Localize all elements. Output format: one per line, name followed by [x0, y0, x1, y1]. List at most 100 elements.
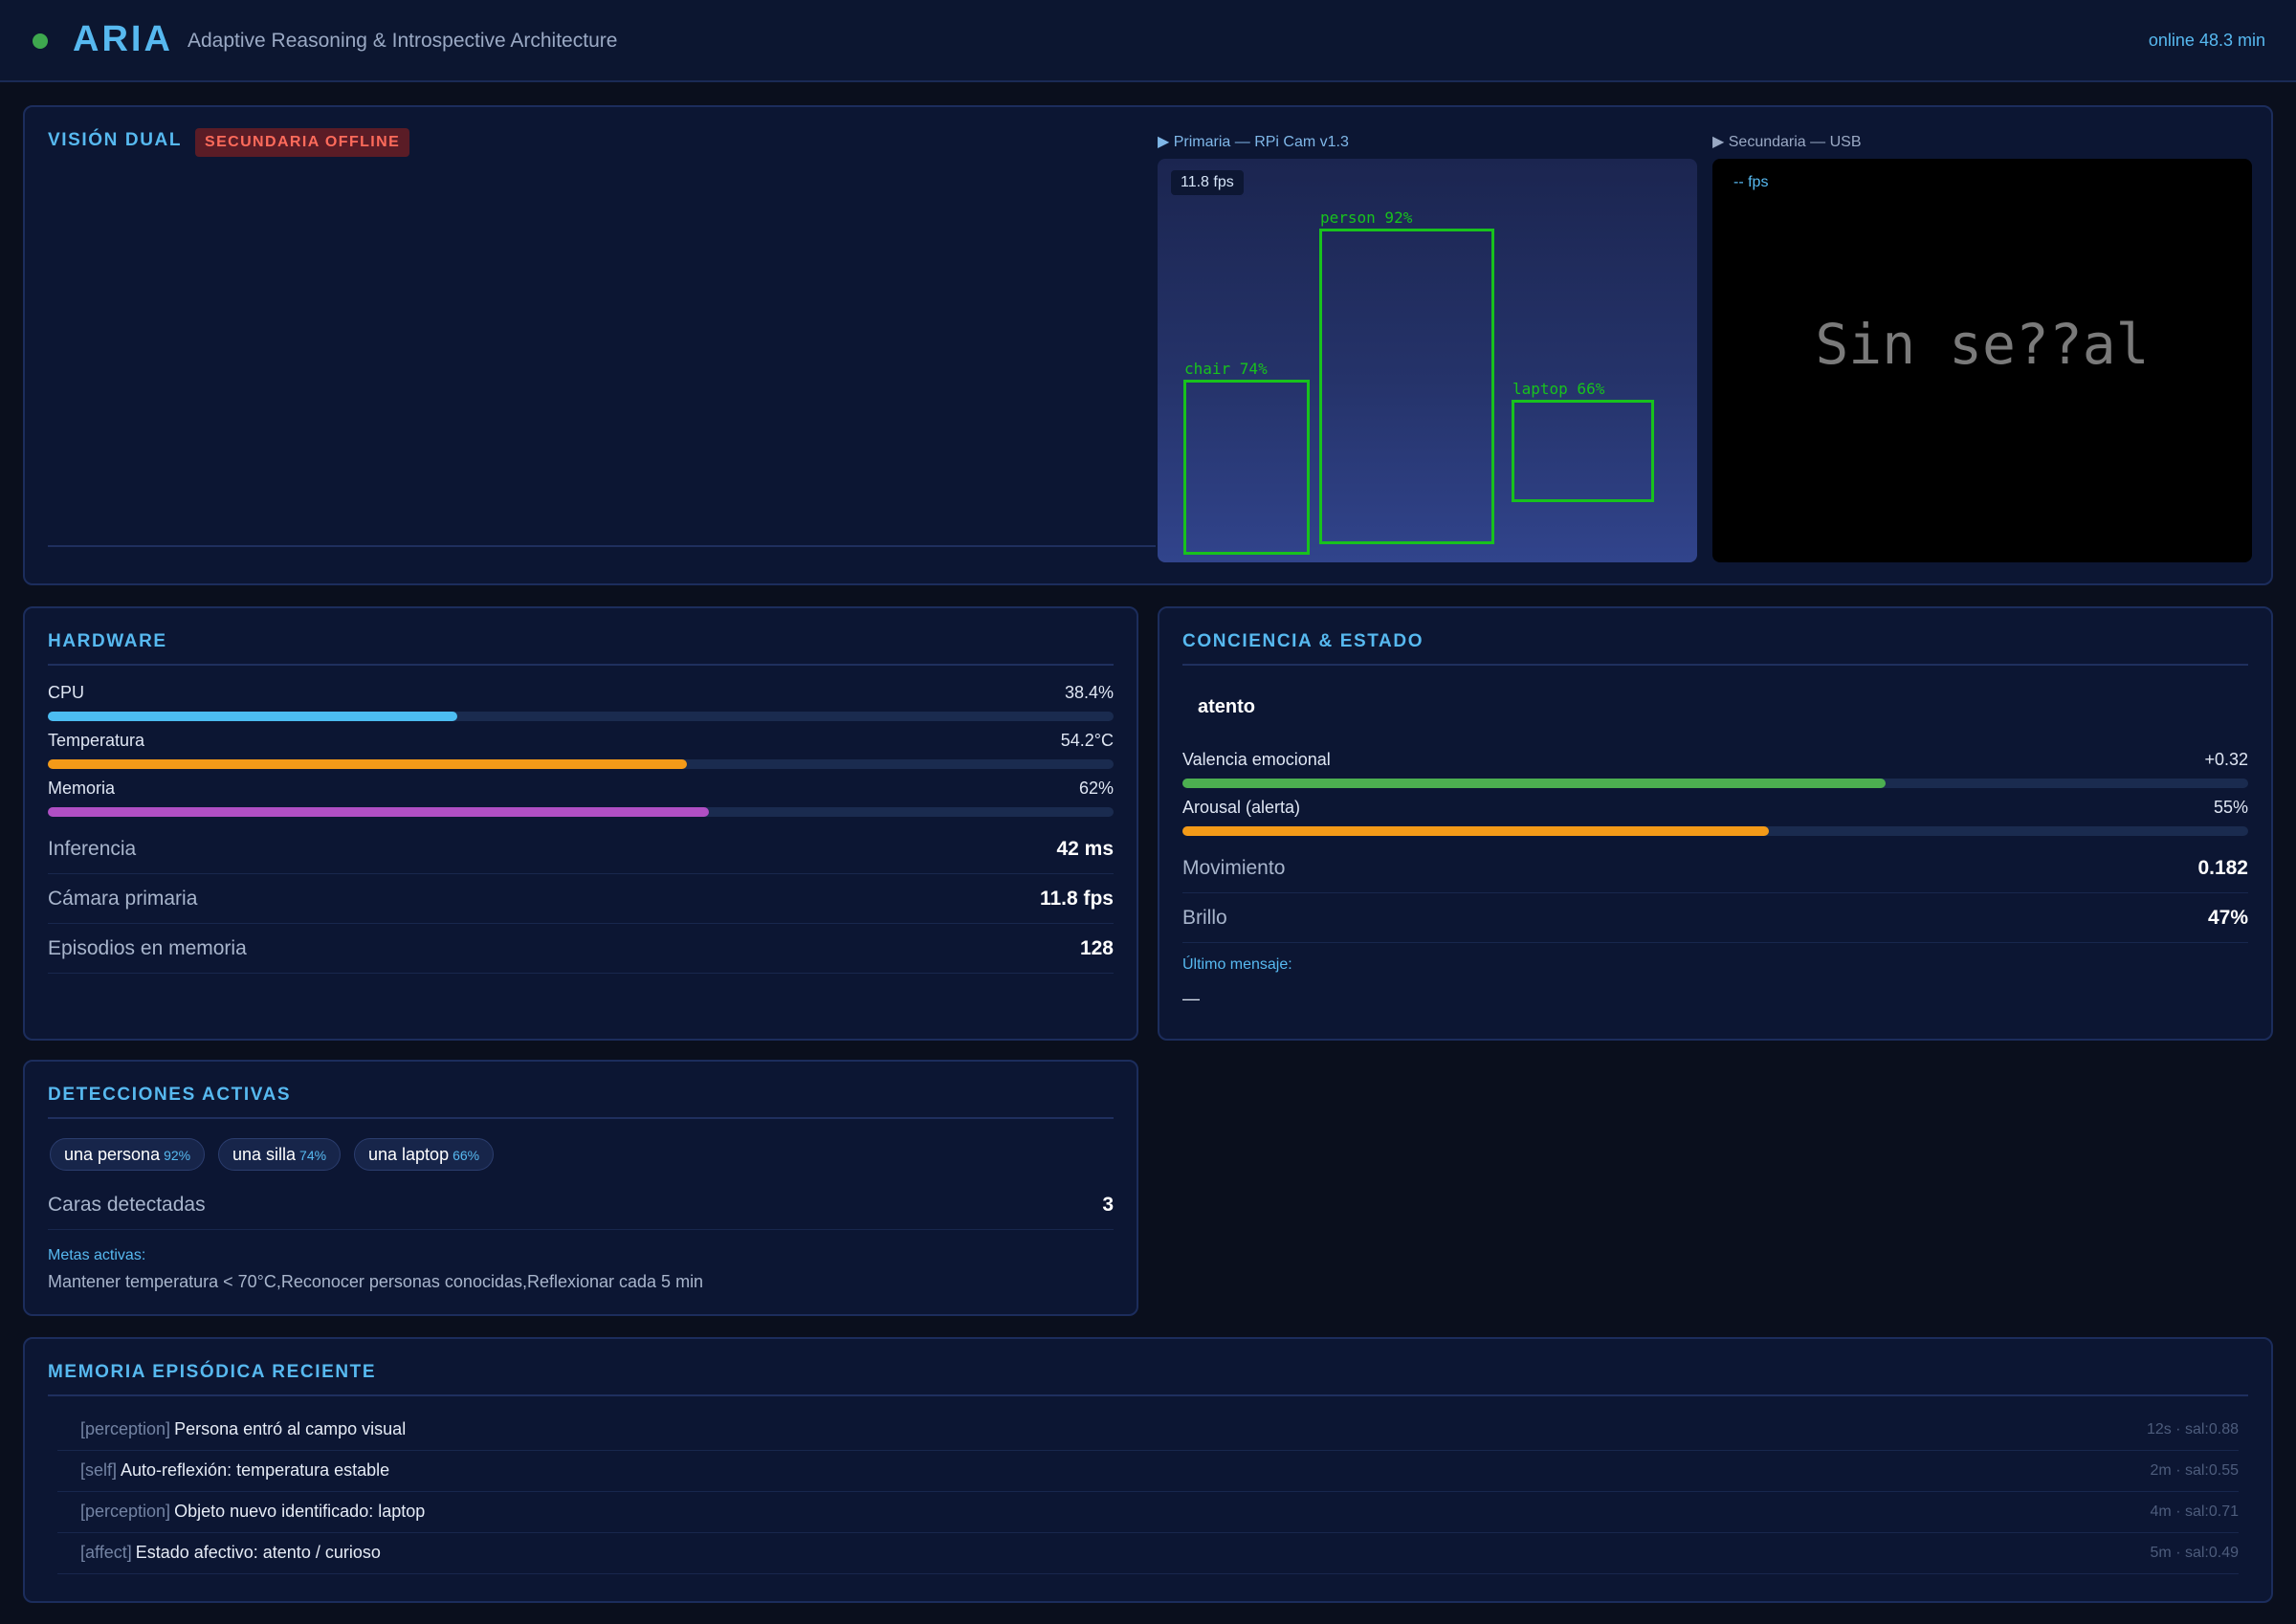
last-message-label: Último mensaje: — [1182, 956, 1292, 973]
memory-entry-content: [perception] Objeto nuevo identificado: l… — [80, 1502, 1952, 1522]
memory-text: Estado afectivo: atento / curioso — [135, 1543, 381, 1562]
brightness-value: 47% — [2207, 907, 2248, 929]
temperature-track — [48, 759, 1114, 769]
consciousness-panel: CONCIENCIA & ESTADO atento Valencia emoc… — [1158, 606, 2273, 1041]
memory-entry-content: [affect] Estado afectivo: atento / curios… — [80, 1543, 1952, 1563]
memory-fill — [48, 807, 709, 817]
consciousness-title: CONCIENCIA & ESTADO — [1182, 631, 1424, 651]
faces-label: Caras detectadas — [48, 1194, 206, 1216]
primary-fps-badge: 11.8 fps — [1171, 170, 1244, 195]
chip-name: una silla — [232, 1145, 297, 1164]
brightness-label: Brillo — [1182, 907, 1227, 929]
consciousness-divider — [1182, 664, 2248, 666]
consciousness-state: atento — [1198, 696, 1255, 717]
detections-title: DETECCIONES ACTIVAS — [48, 1085, 292, 1105]
cpu-fill — [48, 712, 457, 721]
detection-box-chair — [1183, 380, 1310, 555]
chip-pct: 66% — [453, 1148, 480, 1163]
memory-divider — [48, 1394, 2248, 1396]
stat-inference: Inferencia 42 ms — [48, 828, 1114, 874]
cpu-track — [48, 712, 1114, 721]
memory-entry: [perception] Objeto nuevo identificado: l… — [57, 1492, 2239, 1533]
memory-meta: 5m · sal:0.49 — [2150, 1545, 2239, 1561]
hardware-title: HARDWARE — [48, 631, 167, 651]
inference-value: 42 ms — [1056, 838, 1114, 860]
memory-bar: Memoria 62% — [48, 779, 1114, 821]
valence-fill — [1182, 779, 1887, 788]
memory-meta: 12s · sal:0.88 — [2146, 1421, 2239, 1437]
valence-track — [1182, 779, 2248, 788]
temperature-label: Temperatura — [48, 731, 145, 750]
arousal-track — [1182, 826, 2248, 836]
detections-divider — [48, 1117, 1114, 1119]
valence-bar: Valencia emocional +0.32 — [1182, 750, 2248, 792]
memory-entry-content: [self] Auto-reflexión: temperatura establ… — [80, 1460, 1952, 1481]
goals-text: Mantener temperatura < 70°C,Reconocer pe… — [48, 1272, 704, 1291]
memory-panel: MEMORIA EPISÓDICA RECIENTE [perception] P… — [23, 1337, 2273, 1603]
detection-label-laptop: laptop 66% — [1512, 380, 1605, 398]
detection-chip-person: una persona 92% — [50, 1138, 206, 1171]
memory-meta: 2m · sal:0.55 — [2150, 1462, 2239, 1479]
memory-meta: 4m · sal:0.71 — [2150, 1503, 2239, 1520]
detection-label-person: person 92% — [1320, 208, 1413, 227]
secondary-camera-label: ▶ Secundaria — USB — [1712, 134, 1862, 150]
memory-title: MEMORIA EPISÓDICA RECIENTE — [48, 1362, 377, 1382]
memory-tag: [self] — [80, 1460, 118, 1480]
secondary-offline-badge: SECUNDARIA OFFLINE — [195, 128, 410, 157]
detection-label-chair: chair 74% — [1184, 360, 1268, 378]
primary-camera-stat-label: Cámara primaria — [48, 888, 198, 910]
arousal-value: 55% — [2213, 798, 2248, 817]
memory-tag: [perception] — [80, 1502, 171, 1521]
primary-camera-feed[interactable]: 11.8 fps person 92% chair 74% laptop 66% — [1158, 159, 1697, 562]
chip-pct: 92% — [164, 1148, 191, 1163]
detection-box-person — [1319, 229, 1494, 544]
stat-primary-camera: Cámara primaria 11.8 fps — [48, 878, 1114, 924]
memory-tag: [affect] — [80, 1543, 132, 1562]
stat-brightness: Brillo 47% — [1182, 897, 2248, 943]
faces-value: 3 — [1102, 1194, 1114, 1216]
memory-track — [48, 807, 1114, 817]
arousal-bar: Arousal (alerta) 55% — [1182, 798, 2248, 840]
temperature-value: 54.2°C — [1060, 731, 1114, 750]
movement-label: Movimiento — [1182, 857, 1286, 879]
memory-text: Objeto nuevo identificado: laptop — [174, 1502, 426, 1521]
memory-tag: [perception] — [80, 1419, 171, 1438]
top-bar: ARIA Adaptive Reasoning & Introspective … — [0, 0, 2296, 82]
hardware-divider — [48, 664, 1114, 666]
goals-label: Metas activas: — [48, 1247, 146, 1263]
temperature-fill — [48, 759, 688, 769]
arousal-fill — [1182, 826, 1769, 836]
secondary-fps-label: -- fps — [1733, 174, 1769, 190]
episodes-value: 128 — [1079, 937, 1114, 959]
arousal-label: Arousal (alerta) — [1182, 798, 1301, 817]
chip-pct: 74% — [299, 1148, 327, 1163]
primary-camera-label: ▶ Primaria — RPi Cam v1.3 — [1158, 134, 1349, 150]
vision-title: VISIÓN DUAL — [48, 130, 183, 150]
memory-entry: [self] Auto-reflexión: temperatura establ… — [57, 1451, 2239, 1492]
memory-value: 62% — [1078, 779, 1114, 798]
stat-movement: Movimiento 0.182 — [1182, 847, 2248, 893]
stat-faces: Caras detectadas 3 — [48, 1184, 1114, 1230]
status-indicator — [33, 33, 48, 49]
detections-panel: DETECCIONES ACTIVAS una persona 92% una s… — [23, 1060, 1138, 1316]
memory-entry: [perception] Persona entró al campo visua… — [57, 1410, 2239, 1451]
detection-chip-chair: una silla 74% — [218, 1138, 342, 1171]
chip-name: una persona — [64, 1145, 161, 1164]
cpu-value: 38.4% — [1064, 683, 1114, 702]
cpu-bar: CPU 38.4% — [48, 683, 1114, 725]
stat-episodes: Episodios en memoria 128 — [48, 928, 1114, 974]
detection-box-laptop — [1512, 400, 1654, 502]
no-signal-text: Sin se??al — [1815, 312, 2150, 377]
memory-text: Persona entró al campo visual — [174, 1419, 407, 1438]
memory-label: Memoria — [48, 779, 116, 798]
last-message-text: — — [1182, 989, 1200, 1008]
detection-chip-laptop: una laptop 66% — [354, 1138, 495, 1171]
uptime-status: online 48.3 min — [2148, 31, 2265, 50]
movement-value: 0.182 — [2197, 857, 2248, 879]
cpu-label: CPU — [48, 683, 85, 702]
vision-divider — [48, 545, 1156, 547]
inference-label: Inferencia — [48, 838, 137, 860]
secondary-camera-feed[interactable]: -- fps Sin se??al — [1712, 159, 2252, 562]
memory-entry-content: [perception] Persona entró al campo visua… — [80, 1419, 1952, 1439]
temperature-bar: Temperatura 54.2°C — [48, 731, 1114, 773]
